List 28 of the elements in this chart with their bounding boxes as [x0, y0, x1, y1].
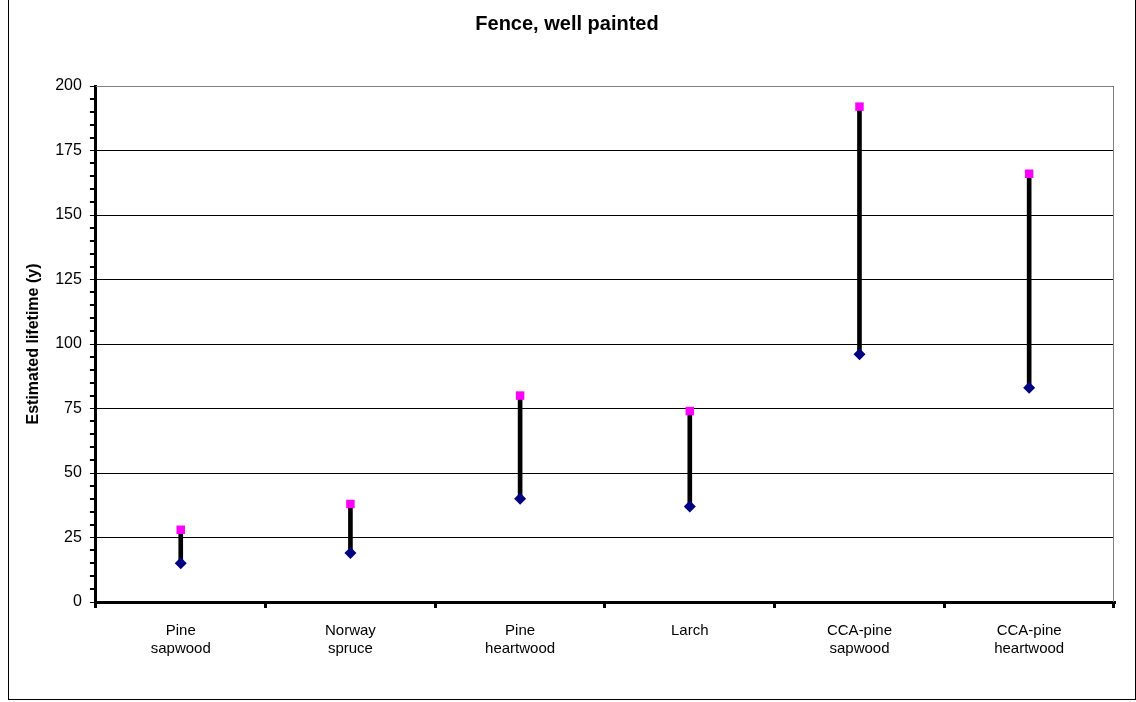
point — [683, 500, 696, 513]
point — [1023, 381, 1036, 394]
y-tick-label: 100 — [55, 334, 82, 352]
y-tick-label: 150 — [55, 205, 82, 223]
point — [176, 525, 185, 534]
x-tick-label: CCA-pine heartwood — [994, 621, 1065, 657]
y-axis-title: Estimated lifetime (y) — [24, 263, 42, 425]
y-tick-label: 125 — [55, 269, 82, 287]
point — [346, 499, 355, 509]
x-tick-label: Pine heartwood — [485, 621, 556, 657]
point — [515, 391, 525, 400]
y-tick-label: 0 — [72, 592, 82, 610]
chart-title: Fence, well painted — [475, 11, 659, 34]
point — [1024, 169, 1034, 178]
point — [514, 492, 527, 505]
point — [344, 546, 357, 559]
point — [853, 348, 866, 361]
point — [855, 102, 864, 111]
point — [174, 557, 187, 570]
y-tick-label: 175 — [55, 140, 82, 158]
y-tick-label: 200 — [55, 76, 82, 94]
x-tick-label: Larch — [671, 621, 709, 639]
x-tick-label: Pine sapwood — [150, 621, 211, 657]
y-tick-label: 75 — [64, 398, 82, 416]
x-tick-label: Norway spruce — [324, 621, 377, 657]
y-tick-label: 50 — [64, 463, 82, 481]
y-tick-label: 25 — [64, 527, 82, 545]
x-tick-label: CCA-pine sapwood — [826, 621, 892, 657]
